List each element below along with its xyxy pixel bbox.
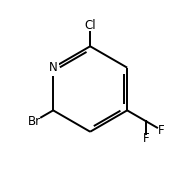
Text: Cl: Cl: [84, 19, 96, 32]
Text: F: F: [158, 124, 165, 137]
Text: F: F: [143, 132, 150, 145]
Text: Br: Br: [28, 115, 41, 128]
Text: N: N: [49, 61, 58, 74]
